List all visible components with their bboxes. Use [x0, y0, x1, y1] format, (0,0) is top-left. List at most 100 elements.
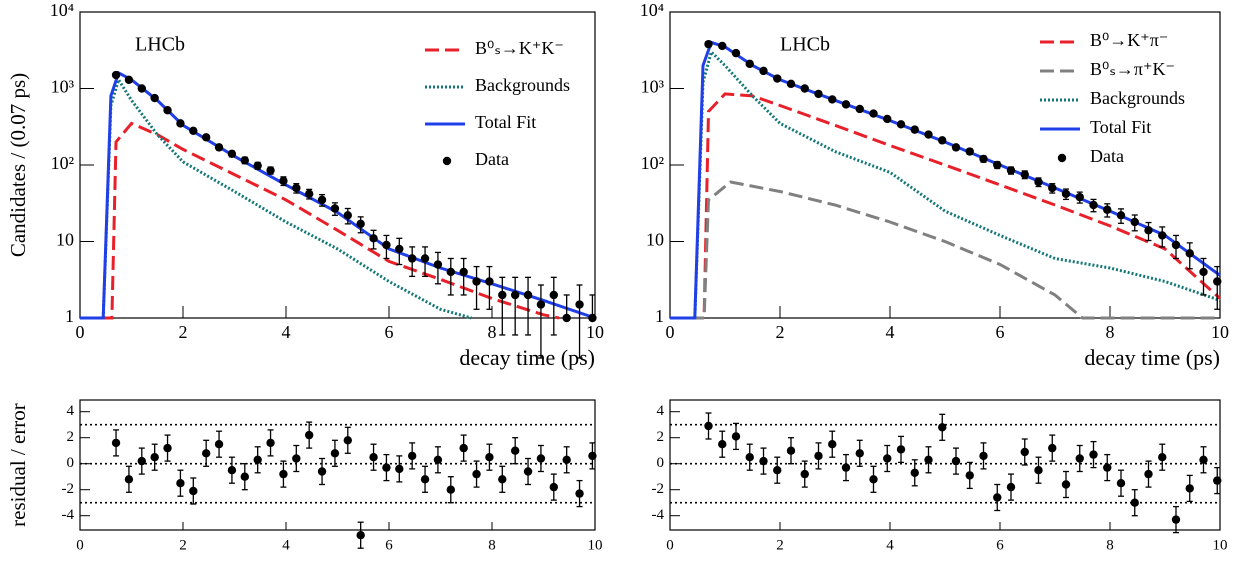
data-point	[420, 254, 430, 263]
data-point	[124, 475, 134, 484]
data-point	[163, 443, 172, 453]
legend-label: B⁰ₛ→π⁺K⁻	[1090, 59, 1175, 79]
data-point	[1075, 192, 1084, 202]
data-point	[485, 277, 494, 286]
data-point	[227, 466, 237, 475]
data-point	[343, 436, 352, 445]
data-point	[369, 453, 378, 462]
x-tick-label: 4	[886, 322, 895, 342]
data-point	[498, 290, 507, 300]
data-point	[317, 195, 327, 205]
data-point	[279, 176, 288, 186]
data-point	[786, 79, 796, 89]
data-point	[279, 469, 288, 479]
data-point	[773, 466, 782, 475]
y-tick-label: 4	[657, 403, 665, 419]
data-point	[910, 468, 919, 477]
x-tick-label: 2	[776, 322, 785, 342]
fit-curve	[670, 180, 1220, 320]
fit-curve	[670, 40, 1221, 320]
data-point	[523, 290, 533, 300]
data-point	[240, 472, 249, 481]
x-tick-label: 6	[996, 537, 1004, 553]
data-point	[472, 277, 481, 286]
y-tick-label: 10⁴	[50, 0, 74, 20]
data-point	[718, 41, 727, 51]
data-point	[1103, 463, 1112, 472]
data-point	[510, 290, 520, 300]
y-tick-label: -2	[62, 481, 75, 497]
data-point	[433, 455, 443, 464]
data-point	[395, 244, 404, 254]
data-point	[253, 455, 262, 464]
data-point	[485, 453, 494, 462]
y-tick-label: 4	[67, 403, 75, 419]
data-point	[137, 456, 146, 466]
data-point	[855, 104, 864, 114]
legend-label: Backgrounds	[1090, 88, 1185, 108]
x-tick-label: 8	[1106, 537, 1114, 553]
data-point	[1185, 484, 1194, 493]
x-axis-label: decay time (ps)	[1084, 345, 1220, 370]
y-tick-label: 0	[657, 455, 665, 471]
data-point	[1048, 183, 1057, 193]
data-point	[407, 451, 417, 461]
data-point	[883, 454, 892, 463]
data-point	[176, 479, 185, 488]
y-tick-label: -4	[652, 507, 665, 523]
legend-marker	[442, 156, 452, 166]
data-point	[1034, 466, 1043, 475]
data-point	[549, 482, 558, 492]
data-point	[718, 440, 727, 449]
data-point	[814, 89, 823, 99]
data-point	[1061, 189, 1071, 199]
data-point	[938, 423, 947, 432]
y-tick-label: 1	[655, 306, 664, 326]
data-point	[562, 455, 571, 464]
x-tick-label: 8	[1106, 322, 1115, 342]
data-point	[759, 456, 768, 466]
y-tick-label: 10²	[641, 153, 664, 173]
legend-label: Total Fit	[475, 112, 536, 132]
data-point	[841, 463, 851, 472]
data-point	[201, 133, 211, 142]
data-point	[498, 475, 507, 484]
data-point	[1089, 200, 1098, 210]
data-point	[214, 143, 224, 152]
data-point	[855, 449, 864, 458]
data-point	[189, 126, 198, 135]
x-tick-label: 10	[588, 537, 603, 553]
x-tick-label: 4	[282, 322, 291, 342]
data-point	[786, 446, 796, 455]
data-point	[150, 93, 159, 103]
data-point	[800, 84, 809, 93]
data-point	[1213, 476, 1222, 485]
y-tick-label: 10²	[51, 153, 74, 173]
data-point	[266, 438, 275, 448]
data-point	[828, 440, 837, 449]
data-point	[253, 161, 262, 170]
x-tick-label: 0	[76, 322, 85, 342]
y-tick-label: 10⁴	[640, 0, 664, 20]
data-point	[993, 493, 1002, 502]
data-point	[201, 449, 211, 458]
fit-curve	[693, 49, 1221, 319]
data-point	[773, 74, 782, 83]
data-point	[446, 485, 455, 494]
data-point	[896, 120, 906, 129]
data-point	[459, 267, 468, 277]
x-tick-label: 0	[666, 537, 674, 553]
data-point	[356, 531, 365, 540]
data-point	[536, 454, 546, 463]
data-point	[1006, 482, 1016, 492]
data-point	[124, 75, 134, 84]
data-point	[745, 59, 754, 69]
data-point	[176, 119, 185, 128]
data-point	[1158, 453, 1167, 462]
data-point	[1144, 226, 1153, 235]
data-point	[951, 143, 961, 152]
legend-label: Data	[475, 149, 509, 169]
data-point	[979, 451, 988, 461]
plot-frame	[669, 11, 1221, 319]
legend-marker	[1057, 153, 1067, 163]
